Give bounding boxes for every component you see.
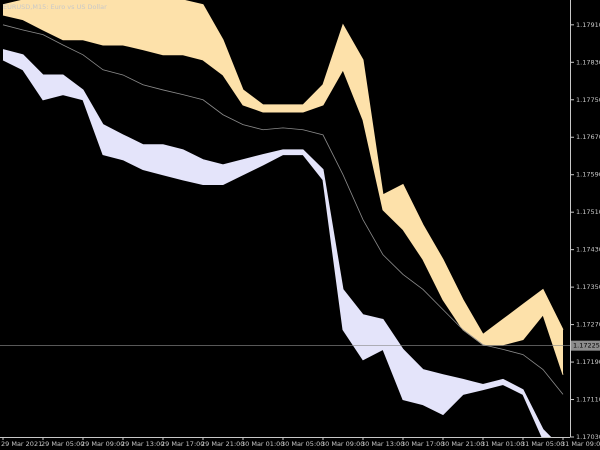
- y-tick-label: 1.17510: [576, 208, 600, 216]
- x-tick-label: 29 Mar 2021: [1, 440, 42, 448]
- y-tick-label: 1.17910: [576, 21, 600, 29]
- series-line: [2, 49, 552, 437]
- x-tick-label: 30 Mar 17:00: [401, 440, 444, 448]
- x-tick-label: 31 Mar 09:00: [561, 440, 600, 448]
- x-tick-label: 30 Mar 09:00: [321, 440, 364, 448]
- y-tick-label: 1.17350: [576, 283, 600, 291]
- x-tick-label: 30 Mar 21:00: [441, 440, 484, 448]
- current-price-label: 1.17225: [573, 342, 600, 350]
- y-tick-label: 1.17110: [576, 396, 600, 404]
- x-tick-label: 29 Mar 05:00: [41, 440, 84, 448]
- y-tick-label: 1.17190: [576, 358, 600, 366]
- x-tick-label: 29 Mar 21:00: [201, 440, 244, 448]
- x-tick-label: 30 Mar 13:00: [361, 440, 404, 448]
- y-tick-label: 1.17270: [576, 321, 600, 329]
- series-line: [2, 0, 564, 336]
- chart-title: EURUSD,M15: Euro vs US Dollar: [3, 3, 107, 11]
- x-tick-label: 30 Mar 05:00: [281, 440, 324, 448]
- y-tick-label: 1.17750: [576, 96, 600, 104]
- x-tick-label: 31 Mar 01:00: [481, 440, 524, 448]
- x-tick-label: 29 Mar 13:00: [121, 440, 164, 448]
- series-line: [2, 24, 564, 395]
- series-line: [2, 59, 543, 437]
- x-tick-label: 29 Mar 17:00: [161, 440, 204, 448]
- y-tick-label: 1.17030: [576, 433, 600, 441]
- x-tick-label: 29 Mar 09:00: [81, 440, 124, 448]
- y-tick-label: 1.17670: [576, 133, 600, 141]
- x-tick-label: 30 Mar 01:00: [241, 440, 284, 448]
- plot-area: [2, 0, 564, 437]
- x-tick-label: 31 Mar 05:00: [521, 440, 564, 448]
- band-fill: [3, 49, 551, 437]
- y-tick-label: 1.17430: [576, 246, 600, 254]
- y-tick-label: 1.17590: [576, 171, 600, 179]
- current-price-box: [571, 340, 600, 351]
- y-tick-label: 1.17830: [576, 58, 600, 66]
